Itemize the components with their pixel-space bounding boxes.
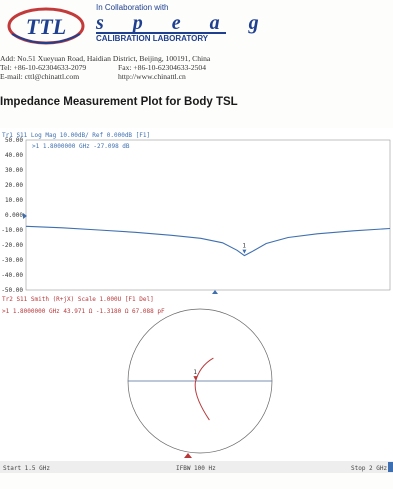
- status-bar: [0, 461, 393, 473]
- collaboration-text: In Collaboration with: [96, 3, 169, 12]
- logmag-marker-label: 1: [242, 243, 246, 250]
- y-tick-label: -10.00: [1, 227, 23, 234]
- screen-background: [0, 128, 393, 473]
- address-line: Add: No.51 Xueyuan Road, Haidian Distric…: [0, 54, 211, 63]
- y-tick-label: 20.00: [5, 182, 23, 189]
- logmag-y-ticks: 50.00 40.00 30.00 20.00 10.00 0.000 -10.00 -20.…: [1, 137, 23, 294]
- logmag-frame: [25, 139, 391, 291]
- speag-wordmark: s p e a g: [96, 12, 271, 34]
- ref-level-arrow: [23, 213, 27, 219]
- ifbw-readout: IFBW 100 Hz: [176, 465, 216, 472]
- s11-smith-trace: [194, 357, 214, 421]
- y-tick-label: -40.00: [1, 272, 23, 279]
- vna-screenshot: Tr1 S11 Log Mag 10.00dB/ Ref 0.000dB [F1…: [0, 128, 393, 473]
- cttl-logo: TTL: [7, 7, 85, 45]
- smith-marker: 1: [193, 369, 198, 381]
- s11-logmag-trace: [25, 225, 391, 257]
- logmag-header: Tr1 S11 Log Mag 10.00dB/ Ref 0.000dB [F1…: [2, 132, 150, 139]
- smith-header: Tr2 S11 Smith (R+jX) Scale 1.000U [F1 De…: [2, 296, 154, 303]
- y-tick-label: 40.00: [5, 152, 23, 159]
- logmag-marker-readout: >1 1.8000000 GHz -27.098 dB: [32, 143, 130, 150]
- logo-text: TTL: [26, 14, 66, 39]
- y-tick-label: -20.00: [1, 242, 23, 249]
- smith-marker-readout: >1 1.8000000 GHz 43.971 Ω -1.3180 Ω 67.0…: [2, 308, 165, 315]
- smith-scroll-arrow: [184, 453, 192, 458]
- logmag-marker-triangle: [242, 249, 247, 254]
- email-line: E-mail: cttl@chinattl.com: [0, 72, 80, 81]
- smith-marker-triangle: [193, 376, 198, 381]
- stop-frequency: Stop 2 GHz: [351, 465, 388, 472]
- tel-line: Tel: +86-10-62304633-2079: [0, 63, 87, 72]
- logmag-marker: 1: [242, 243, 247, 254]
- smith-marker-label: 1: [193, 369, 197, 376]
- y-tick-label: 50.00: [5, 137, 23, 144]
- y-tick-label: 10.00: [5, 197, 23, 204]
- page-title: Impedance Measurement Plot for Body TSL: [0, 96, 238, 108]
- start-frequency: Start 1.5 GHz: [3, 465, 50, 472]
- calibration-laboratory: CALIBRATION LABORATORY: [96, 34, 209, 43]
- fax-line: Fax: +86-10-62304633-2504: [118, 63, 207, 72]
- status-indicator: [388, 462, 393, 472]
- y-tick-label: -30.00: [1, 257, 23, 264]
- y-tick-label: -50.00: [1, 287, 23, 294]
- y-tick-label: 30.00: [5, 167, 23, 174]
- speag-underline: [96, 32, 226, 34]
- marker-position-arrow: [212, 290, 218, 294]
- website-line: http://www.chinattl.cn: [118, 72, 186, 81]
- y-tick-label: 0.000: [5, 212, 23, 219]
